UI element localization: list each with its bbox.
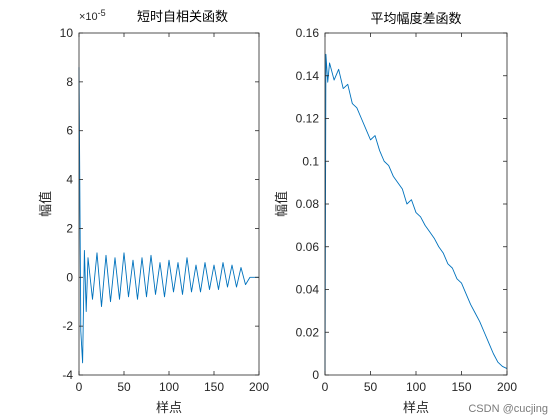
y-tick-label: 0.04 [296, 283, 320, 297]
chart-title: 平均幅度差函数 [370, 11, 461, 27]
y-tick-label: 0.1 [302, 154, 319, 168]
y-tick-label: 0.16 [296, 26, 320, 40]
y-tick-label: 8 [66, 75, 73, 89]
y-axis-label: 幅值 [38, 191, 54, 217]
y-tick-label: 0 [66, 270, 73, 284]
y-tick-label: 10 [60, 26, 74, 40]
x-axis-label: 样点 [403, 401, 429, 416]
amdf-plot: 0 50 100 150 200 0 0.02 0.04 0.06 0.08 0.1 0.12 0.14… [274, 11, 517, 416]
axis-exponent-power: -5 [98, 8, 106, 18]
series-line [324, 53, 508, 376]
y-tick-label: 4 [66, 173, 73, 187]
x-tick-label: 100 [159, 380, 179, 394]
axis-exponent: ×10-5 [79, 8, 106, 23]
x-tick-label: 200 [497, 380, 517, 394]
x-tick-label: 0 [76, 380, 83, 394]
y-tick-label: 2 [66, 221, 73, 235]
x-tick-label: 100 [406, 380, 426, 394]
axes-box [78, 32, 260, 376]
y-tick-label: -4 [62, 368, 73, 382]
y-tick-label: 0.12 [296, 112, 320, 126]
x-tick-label: 0 [322, 380, 329, 394]
chart-title: 短时自相关函数 [137, 10, 228, 25]
y-tick-label: 0.02 [296, 325, 320, 339]
watermark: CSDN @cucjing [468, 403, 548, 415]
x-tick-label: 200 [249, 380, 269, 394]
y-tick-label: 0.08 [296, 197, 320, 211]
y-tick-label: -2 [62, 319, 73, 333]
axes-box [324, 32, 508, 376]
x-tick-label: 50 [117, 380, 131, 394]
y-tick-label: 0.06 [296, 240, 320, 254]
y-tick-label: 0 [312, 368, 319, 382]
y-tick-label: 0.14 [296, 69, 320, 83]
x-axis-label: 样点 [156, 401, 182, 416]
y-axis-label: 幅值 [274, 191, 290, 217]
x-tick-label: 150 [204, 380, 224, 394]
series-line [78, 67, 259, 364]
x-tick-label: 150 [451, 380, 471, 394]
y-tick-label: 6 [66, 124, 73, 138]
x-tick-label: 50 [364, 380, 378, 394]
